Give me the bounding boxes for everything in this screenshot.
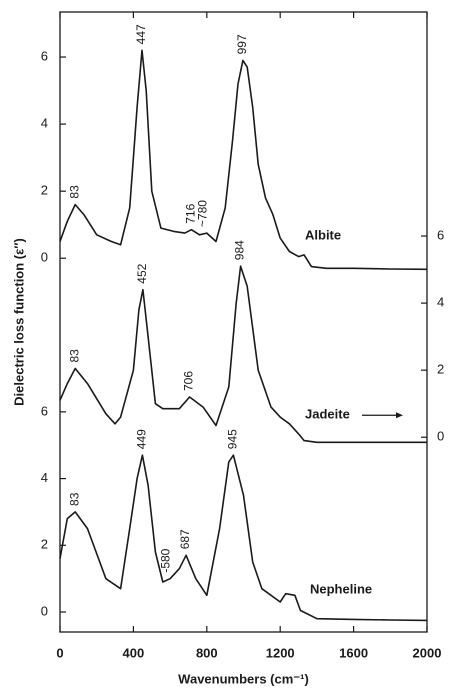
series-label: Nepheline [310, 581, 372, 596]
peak-label: ~780 [195, 200, 209, 227]
peak-label: 984 [233, 240, 247, 260]
y-axis-label: Dielectric loss function (ε″) [11, 238, 26, 406]
y-tick-label: 6 [41, 48, 48, 63]
x-axis-label: Wavenumbers (cm⁻¹) [178, 671, 309, 686]
peak-label: 449 [135, 429, 149, 449]
peak-label: 687 [178, 529, 192, 549]
peak-label: -580 [159, 548, 173, 572]
series-label: Jadeite [305, 407, 350, 422]
peak-label: 997 [235, 34, 249, 54]
spectrum-line [59, 265, 427, 444]
y-tick-label: 4 [437, 295, 444, 310]
peak-label: 706 [182, 371, 196, 391]
series-label: Albite [305, 228, 341, 243]
y-tick-label: 4 [41, 116, 48, 131]
x-tick-label: 400 [123, 645, 145, 660]
y-tick-label: 0 [41, 603, 48, 618]
x-tick-label: 1200 [266, 645, 295, 660]
peak-label: 716 [184, 203, 198, 223]
peak-label: 945 [226, 429, 240, 449]
y-tick-label: 2 [41, 183, 48, 198]
y-tick-label: 6 [437, 227, 444, 242]
x-tick-label: 2000 [413, 645, 442, 660]
plot-frame [59, 11, 428, 633]
spectrum-line [59, 49, 428, 271]
y-tick-label: 0 [41, 250, 48, 265]
y-tick-label: 4 [41, 470, 48, 485]
peak-label: 83 [67, 492, 81, 506]
spectrum-line [59, 454, 428, 622]
peak-label: 452 [135, 263, 149, 283]
y-tick-label: 6 [41, 403, 48, 418]
x-tick-label: 800 [196, 645, 218, 660]
y-tick-label: 2 [437, 362, 444, 377]
x-tick-label: 1600 [339, 645, 368, 660]
series-arrow-head [396, 412, 403, 419]
y-tick-label: 2 [41, 537, 48, 552]
peak-label: 447 [134, 24, 148, 44]
peak-label: 83 [67, 185, 81, 199]
peak-label: 83 [67, 349, 81, 363]
x-tick-label: 0 [56, 645, 63, 660]
y-tick-label: 0 [437, 429, 444, 444]
